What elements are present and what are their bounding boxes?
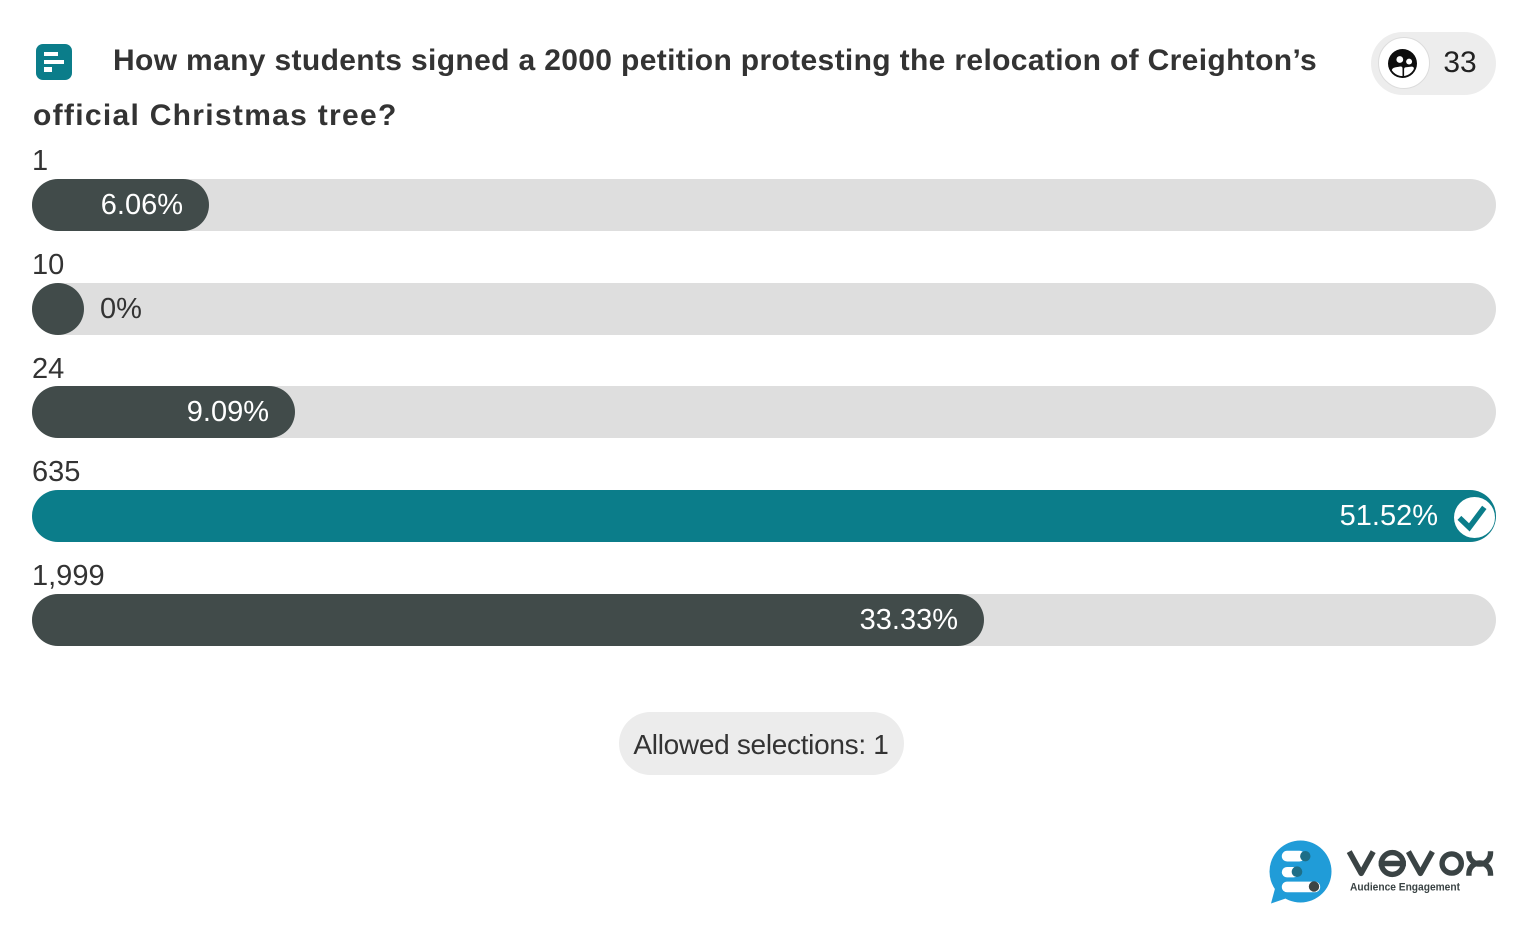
svg-text:Audience Engagement: Audience Engagement (1350, 882, 1460, 894)
